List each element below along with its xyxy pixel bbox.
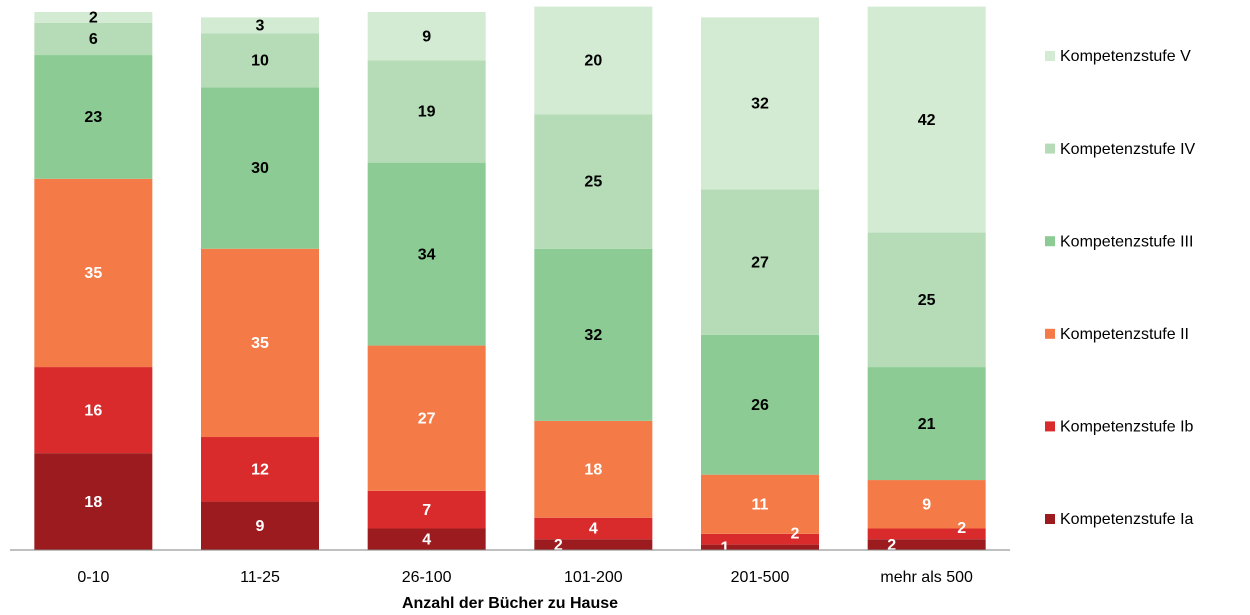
bar-segment bbox=[867, 232, 986, 368]
bar-segment bbox=[534, 6, 653, 115]
data-label: 9 bbox=[256, 518, 265, 535]
bar-segment bbox=[34, 178, 153, 368]
x-tick-label: mehr als 500 bbox=[880, 569, 973, 586]
x-tick-label: 11-25 bbox=[240, 569, 280, 586]
data-label: 18 bbox=[84, 494, 102, 511]
data-label: 18 bbox=[584, 462, 602, 479]
bar-segment bbox=[701, 544, 819, 550]
bar-segment bbox=[534, 539, 653, 550]
legend-label: Kompetenzstufe Ia bbox=[1060, 511, 1194, 528]
x-tick-label: 26-100 bbox=[402, 569, 452, 586]
legend-swatch bbox=[1045, 236, 1055, 247]
bar-segment bbox=[867, 367, 986, 481]
bar-segment bbox=[701, 533, 819, 545]
bar-segment bbox=[534, 420, 653, 518]
data-label: 19 bbox=[418, 104, 436, 121]
data-label: 23 bbox=[84, 109, 102, 126]
data-label: 27 bbox=[418, 410, 436, 427]
data-label: 3 bbox=[256, 18, 265, 35]
data-label: 27 bbox=[751, 254, 769, 271]
data-label: 35 bbox=[84, 265, 102, 282]
bar-segment bbox=[367, 12, 486, 61]
data-label: 26 bbox=[751, 397, 769, 414]
data-label: 7 bbox=[422, 502, 431, 519]
data-label: 2 bbox=[791, 525, 800, 542]
data-label: 2 bbox=[554, 537, 563, 554]
legend-swatch bbox=[1045, 328, 1055, 339]
bar-segment bbox=[201, 248, 319, 438]
legend-swatch bbox=[1045, 143, 1055, 154]
bar-segment bbox=[201, 33, 319, 88]
legend-label: Kompetenzstufe Ib bbox=[1060, 419, 1194, 436]
bar-segment bbox=[34, 55, 153, 179]
bar-segment bbox=[367, 528, 486, 550]
bar-segment bbox=[867, 480, 986, 529]
x-tick-label: 0-10 bbox=[77, 569, 109, 586]
data-label: 20 bbox=[584, 53, 602, 70]
bar-segment bbox=[367, 60, 486, 163]
data-label: 4 bbox=[589, 521, 598, 538]
data-label: 32 bbox=[584, 327, 602, 344]
legend-swatch bbox=[1045, 51, 1055, 61]
data-label: 2 bbox=[957, 520, 966, 537]
legend-label: Kompetenzstufe V bbox=[1060, 48, 1191, 65]
legend-swatch bbox=[1045, 514, 1055, 524]
bar-segment bbox=[701, 474, 819, 534]
legend-label: Kompetenzstufe II bbox=[1060, 326, 1189, 343]
x-axis-title: Anzahl der Bücher zu Hause bbox=[402, 595, 618, 612]
bar-segment bbox=[367, 162, 486, 346]
bar-segment bbox=[34, 22, 153, 56]
data-label: 6 bbox=[89, 31, 98, 48]
bar-segment bbox=[534, 517, 653, 540]
legend-swatch bbox=[1045, 421, 1055, 432]
bar-segment bbox=[867, 539, 986, 550]
bar-segment bbox=[201, 437, 319, 502]
legend-label: Kompetenzstufe IV bbox=[1060, 141, 1196, 158]
data-label: 32 bbox=[751, 96, 769, 113]
bar-segment bbox=[201, 17, 319, 34]
data-label: 12 bbox=[251, 462, 269, 479]
bar-segment bbox=[201, 501, 319, 550]
bar-segment bbox=[34, 453, 153, 550]
data-label: 35 bbox=[251, 335, 269, 352]
data-label: 9 bbox=[422, 28, 431, 45]
data-label: 42 bbox=[918, 112, 936, 129]
bar-segment bbox=[534, 248, 653, 421]
bar-segment bbox=[867, 6, 986, 233]
data-label: 16 bbox=[84, 402, 102, 419]
data-label: 25 bbox=[918, 292, 936, 309]
bar-segment bbox=[34, 367, 153, 454]
data-label: 34 bbox=[418, 246, 436, 263]
data-label: 10 bbox=[251, 53, 269, 70]
bar-segment bbox=[701, 189, 819, 335]
x-tick-label: 201-500 bbox=[731, 569, 790, 586]
x-tick-label: 101-200 bbox=[564, 569, 623, 586]
bar-segment bbox=[34, 12, 153, 23]
legend-label: Kompetenzstufe III bbox=[1060, 233, 1193, 250]
data-label: 11 bbox=[752, 496, 769, 513]
data-label: 25 bbox=[584, 174, 602, 191]
data-label: 4 bbox=[422, 531, 431, 548]
bar-segment bbox=[367, 490, 486, 529]
bar-segment bbox=[201, 87, 319, 249]
data-label: 2 bbox=[887, 537, 896, 554]
data-label: 21 bbox=[918, 416, 936, 433]
bar-segment bbox=[701, 334, 819, 475]
data-label: 1 bbox=[721, 540, 730, 557]
bar-segment bbox=[534, 114, 653, 249]
data-label: 30 bbox=[251, 160, 269, 177]
bar-segment bbox=[367, 345, 486, 491]
data-label: 2 bbox=[89, 10, 98, 27]
bar-segment bbox=[701, 17, 819, 190]
data-label: 9 bbox=[922, 496, 931, 513]
bar-segment bbox=[867, 528, 986, 540]
